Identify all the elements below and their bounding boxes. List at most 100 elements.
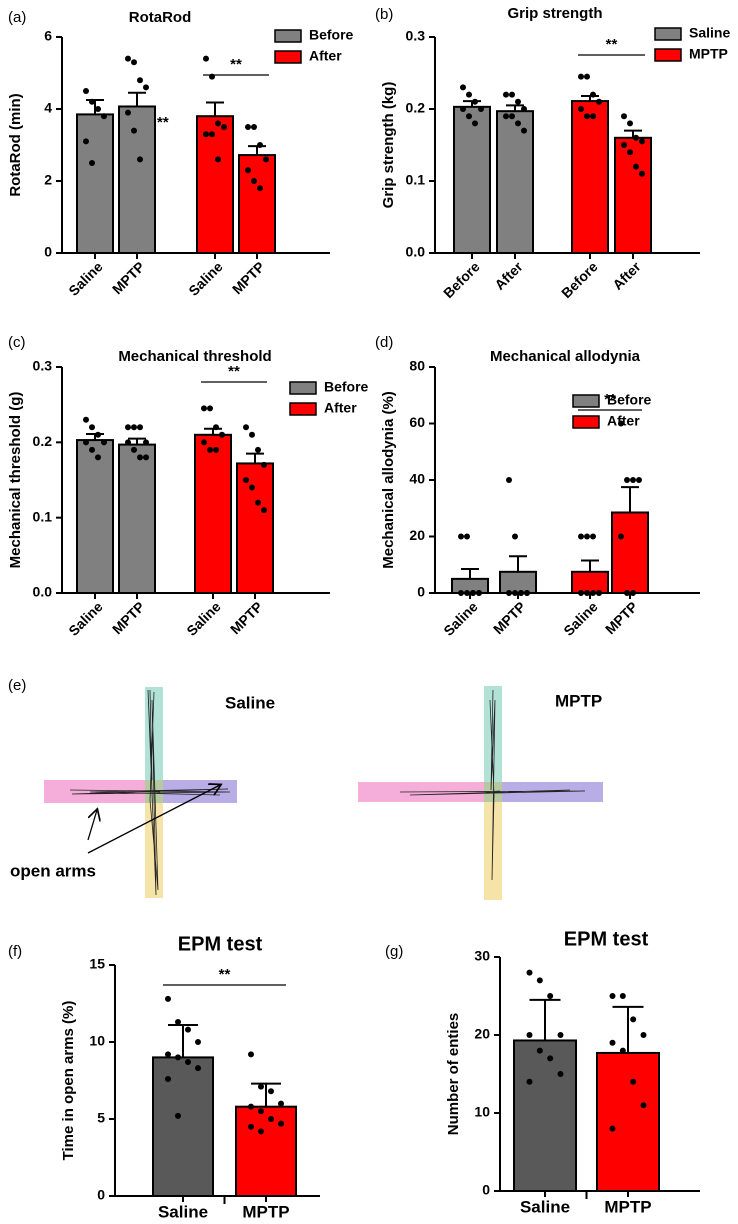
y-tick-label: 20	[474, 1026, 490, 1042]
data-point	[125, 439, 131, 446]
y-tick-label: 0.3	[33, 358, 53, 374]
data-point	[512, 533, 518, 540]
legend-label: Before	[324, 379, 369, 395]
legend-label: After	[607, 413, 640, 429]
data-point	[131, 446, 137, 453]
group-label: Saline	[225, 693, 275, 712]
x-tick-label: Before	[440, 258, 483, 301]
data-point	[165, 995, 171, 1002]
data-point	[509, 91, 515, 98]
bar	[196, 115, 234, 254]
data-point	[633, 163, 639, 170]
data-point	[143, 439, 149, 446]
data-point	[195, 1065, 201, 1072]
legend-swatch	[274, 50, 302, 64]
bar	[76, 439, 114, 594]
data-point	[215, 156, 221, 163]
maze-panel: (e) Saline MPTP open arms	[8, 677, 603, 900]
significance-label: **	[219, 966, 231, 983]
panel-label: (a)	[8, 9, 26, 26]
y-axis-label: RotaRod (min)	[7, 93, 24, 196]
bar	[451, 577, 489, 594]
x-tick-label: After	[609, 258, 644, 293]
x-tick-label: MPTP	[242, 1202, 289, 1221]
chart: (f) EPM test Time in open arms (%) 0 5 10 15 Sa…	[8, 933, 320, 1221]
annotation: **	[157, 114, 169, 131]
data-point	[636, 477, 642, 483]
data-point	[83, 416, 89, 423]
legend-swatch	[654, 27, 682, 41]
y-tick-label: 80	[409, 358, 425, 374]
data-point	[630, 477, 636, 483]
data-point	[89, 424, 95, 431]
y-tick-label: 0.2	[406, 100, 426, 116]
bar	[611, 511, 649, 594]
data-point	[185, 1059, 191, 1066]
panel-label: (c)	[8, 334, 26, 351]
data-point	[83, 439, 89, 446]
data-point	[515, 120, 521, 127]
data-point	[248, 1051, 254, 1058]
data-point	[478, 106, 484, 112]
bar	[194, 433, 232, 594]
y-tick-label: 10	[474, 1104, 490, 1120]
data-point	[203, 55, 209, 62]
chart-title: Grip strength	[507, 5, 602, 22]
chart: (b) Grip strength Grip strength (kg) 0.0 0.1…	[375, 5, 730, 301]
data-point	[640, 1102, 647, 1109]
y-tick-label: 0	[44, 244, 52, 260]
data-point	[125, 109, 131, 116]
data-point	[464, 533, 470, 540]
data-point	[472, 98, 478, 105]
y-tick-label: 2	[44, 172, 52, 188]
data-point	[201, 405, 207, 412]
data-point	[243, 477, 249, 483]
legend-swatch	[274, 29, 302, 43]
data-point	[258, 1083, 264, 1090]
x-tick-label: MPTP	[109, 598, 148, 637]
data-point	[268, 1116, 274, 1122]
data-point	[584, 73, 590, 80]
chart-title: RotaRod	[129, 9, 192, 26]
data-point	[95, 454, 101, 461]
y-tick-label: 5	[97, 1110, 105, 1126]
bar	[118, 105, 156, 255]
open-arm	[44, 780, 145, 803]
data-point	[143, 454, 149, 461]
data-point	[621, 113, 627, 120]
data-point	[249, 431, 255, 438]
x-tick-label: MPTP	[229, 258, 268, 297]
data-point	[165, 1051, 171, 1058]
legend-label: Before	[607, 392, 652, 408]
data-point	[526, 1078, 533, 1085]
bar	[614, 136, 652, 254]
data-point	[131, 127, 137, 134]
data-point	[207, 405, 213, 412]
data-point	[590, 113, 596, 120]
data-point	[83, 138, 89, 145]
data-point	[503, 91, 509, 98]
data-point	[278, 1120, 284, 1127]
x-tick-label: MPTP	[490, 598, 529, 637]
data-point	[536, 977, 543, 984]
data-point	[268, 1088, 274, 1095]
data-point	[640, 1032, 647, 1038]
data-point	[506, 477, 512, 483]
data-point	[137, 454, 143, 461]
data-point	[251, 178, 257, 184]
y-tick-label: 10	[89, 1033, 105, 1049]
data-point	[89, 446, 95, 453]
bar	[571, 100, 609, 254]
data-point	[627, 120, 633, 127]
data-point	[521, 127, 527, 134]
data-point	[621, 142, 627, 148]
data-point	[515, 98, 521, 105]
data-point	[624, 477, 630, 483]
data-point	[633, 134, 639, 141]
data-point	[175, 1054, 181, 1061]
y-tick-label: 60	[409, 414, 425, 430]
data-point	[248, 1103, 254, 1110]
chart-title: EPM test	[178, 933, 263, 955]
panel-label: (g)	[385, 943, 403, 960]
